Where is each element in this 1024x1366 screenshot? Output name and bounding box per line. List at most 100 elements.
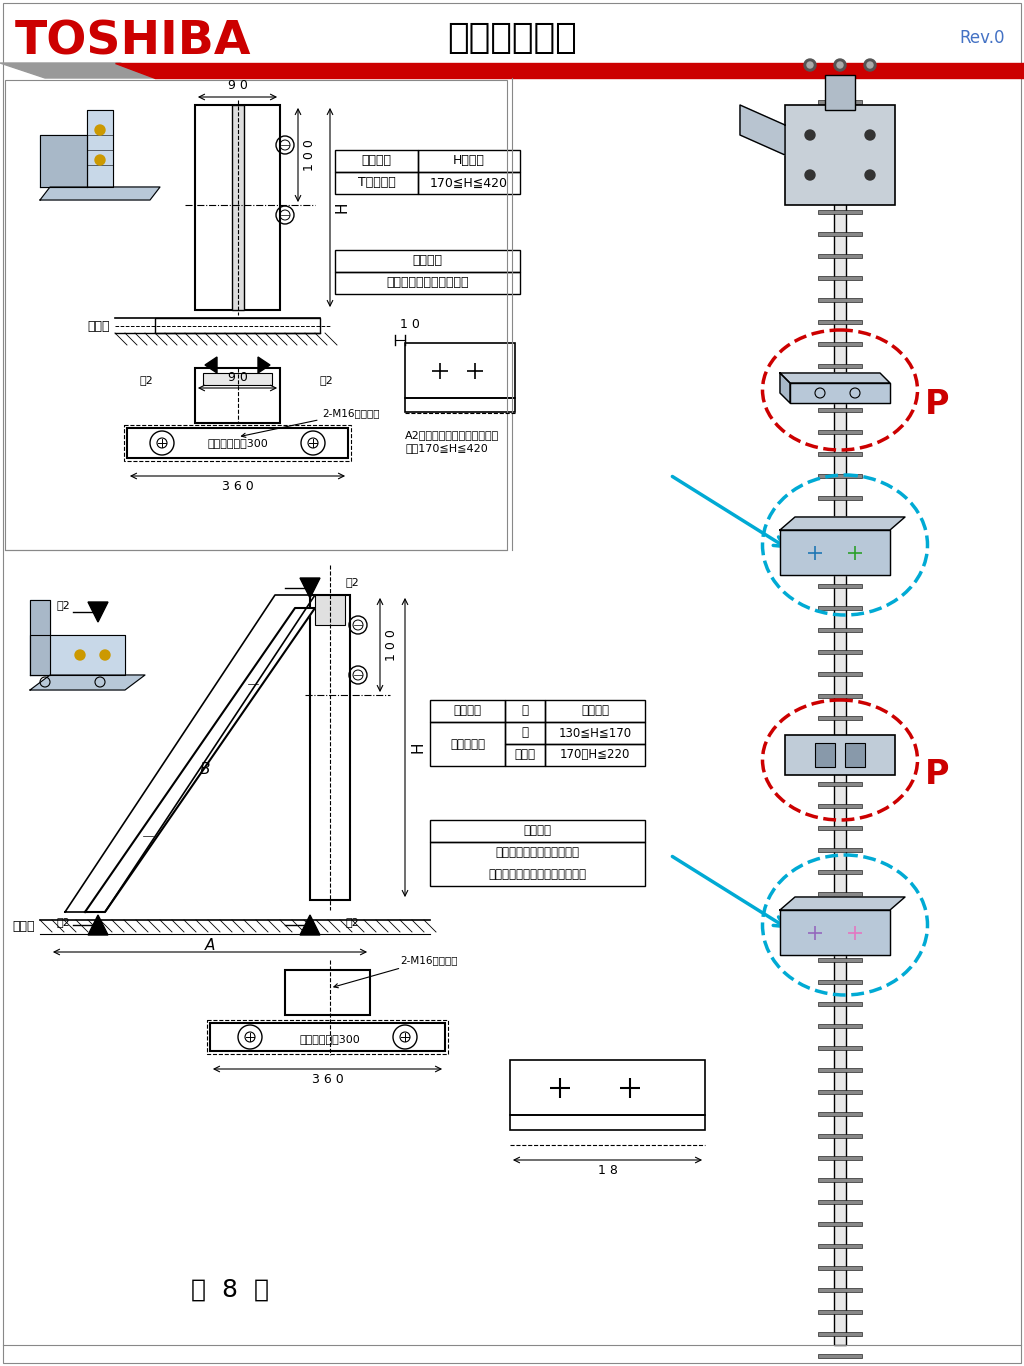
Bar bbox=[505, 744, 545, 766]
Bar bbox=[155, 318, 319, 333]
Bar bbox=[818, 1266, 862, 1270]
Bar bbox=[818, 518, 862, 522]
Bar bbox=[418, 172, 520, 194]
Text: TOSHIBA: TOSHIBA bbox=[15, 19, 252, 64]
Bar bbox=[818, 781, 862, 785]
Bar bbox=[818, 738, 862, 742]
Text: A: A bbox=[205, 937, 215, 952]
Polygon shape bbox=[30, 635, 125, 675]
Text: Rev.0: Rev.0 bbox=[959, 29, 1005, 46]
Polygon shape bbox=[115, 63, 1024, 78]
Circle shape bbox=[95, 126, 105, 135]
Bar bbox=[818, 1156, 862, 1160]
Bar bbox=[818, 122, 862, 126]
Bar bbox=[335, 172, 418, 194]
Bar bbox=[815, 743, 835, 766]
Text: 适用导轨: 适用导轨 bbox=[454, 705, 481, 717]
Polygon shape bbox=[40, 135, 87, 187]
Text: 第  8  页: 第 8 页 bbox=[191, 1279, 269, 1302]
Text: A2部对置端头侧导轨安装支架: A2部对置端头侧导轨安装支架 bbox=[406, 430, 500, 440]
Text: 170＜H≦220: 170＜H≦220 bbox=[560, 749, 630, 761]
Text: 3 6 0: 3 6 0 bbox=[221, 479, 253, 493]
Text: Ａ: Ａ bbox=[521, 705, 528, 717]
Text: P: P bbox=[925, 758, 949, 791]
Bar bbox=[818, 276, 862, 280]
Bar bbox=[818, 298, 862, 302]
Text: 注2: 注2 bbox=[56, 600, 70, 611]
Polygon shape bbox=[88, 602, 108, 622]
Bar bbox=[818, 716, 862, 720]
Polygon shape bbox=[88, 915, 108, 934]
Bar bbox=[818, 232, 862, 236]
Text: 注2: 注2 bbox=[319, 376, 334, 385]
Polygon shape bbox=[0, 63, 165, 78]
Polygon shape bbox=[300, 578, 319, 598]
Bar bbox=[285, 970, 370, 1015]
Bar bbox=[818, 1090, 862, 1094]
Text: 1 0 0: 1 0 0 bbox=[385, 630, 398, 661]
Text: １５０: １５０ bbox=[514, 749, 536, 761]
Bar bbox=[818, 870, 862, 874]
Bar bbox=[818, 585, 862, 587]
Bar bbox=[203, 373, 272, 385]
Bar bbox=[818, 958, 862, 962]
Bar bbox=[818, 1046, 862, 1050]
Bar bbox=[818, 474, 862, 478]
Bar bbox=[818, 363, 862, 367]
Bar bbox=[818, 143, 862, 148]
Bar bbox=[124, 425, 351, 460]
Bar bbox=[818, 1332, 862, 1336]
Bar bbox=[335, 272, 520, 294]
Text: 1 0 0: 1 0 0 bbox=[303, 139, 316, 171]
Text: Ｐ１１Ｄ２、Ｐ１４Ｄ２: Ｐ１１Ｄ２、Ｐ１４Ｄ２ bbox=[386, 276, 469, 290]
Polygon shape bbox=[30, 675, 145, 690]
Bar bbox=[315, 596, 345, 626]
Text: B: B bbox=[200, 762, 210, 777]
Bar bbox=[818, 189, 862, 193]
Polygon shape bbox=[30, 600, 50, 675]
Bar bbox=[195, 105, 280, 310]
Text: 注2: 注2 bbox=[140, 376, 154, 385]
Circle shape bbox=[864, 59, 876, 71]
Text: H值范围: H值范围 bbox=[454, 154, 485, 168]
Text: 2-M16膨胀螺栓: 2-M16膨胀螺栓 bbox=[334, 955, 458, 988]
Bar bbox=[818, 826, 862, 831]
Bar bbox=[818, 1024, 862, 1029]
Circle shape bbox=[837, 61, 843, 68]
Bar bbox=[818, 210, 862, 214]
Polygon shape bbox=[780, 373, 790, 403]
Text: ０: ０ bbox=[521, 727, 528, 739]
Bar bbox=[818, 408, 862, 413]
Text: 3 6 0: 3 6 0 bbox=[311, 1074, 343, 1086]
Polygon shape bbox=[790, 382, 890, 403]
Bar bbox=[818, 759, 862, 764]
Text: 1 8: 1 8 bbox=[598, 1164, 617, 1177]
Text: 2-M16膨胀螺栓: 2-M16膨胀螺栓 bbox=[242, 408, 380, 437]
Polygon shape bbox=[780, 910, 890, 955]
Circle shape bbox=[865, 169, 874, 180]
Text: 9 0: 9 0 bbox=[227, 372, 248, 384]
Bar bbox=[127, 428, 348, 458]
Bar bbox=[818, 387, 862, 391]
Text: Ｈ值范围: Ｈ值范围 bbox=[581, 705, 609, 717]
Bar bbox=[818, 1134, 862, 1138]
Bar bbox=[545, 723, 645, 744]
Bar bbox=[818, 672, 862, 676]
Bar bbox=[818, 254, 862, 258]
Bar bbox=[818, 914, 862, 918]
Text: 注2: 注2 bbox=[56, 917, 70, 928]
Polygon shape bbox=[85, 608, 315, 912]
Circle shape bbox=[865, 130, 874, 139]
Bar bbox=[310, 596, 350, 900]
Bar bbox=[818, 979, 862, 984]
Bar bbox=[5, 81, 507, 550]
Text: 适用导轨: 适用导轨 bbox=[361, 154, 391, 168]
Bar bbox=[430, 820, 645, 841]
Bar bbox=[818, 607, 862, 611]
Text: Ｐ１１Ｄ、Ｐ１４Ｗ、Ｐ１４Ｄ: Ｐ１１Ｄ、Ｐ１４Ｗ、Ｐ１４Ｄ bbox=[488, 869, 587, 881]
Circle shape bbox=[867, 61, 873, 68]
Bar bbox=[430, 699, 505, 723]
Text: 范图170≦H≦420: 范图170≦H≦420 bbox=[406, 443, 487, 454]
Bar bbox=[818, 1223, 862, 1227]
Circle shape bbox=[100, 650, 110, 660]
